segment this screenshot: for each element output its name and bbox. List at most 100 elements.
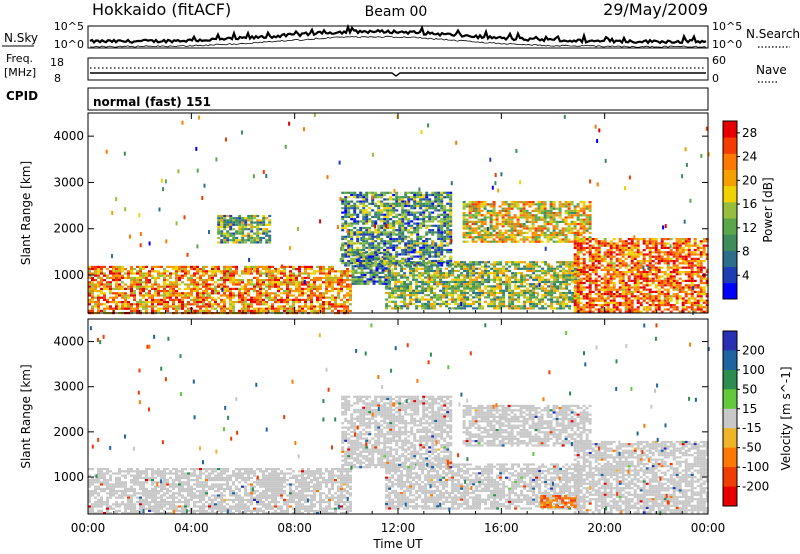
echo-cell — [612, 275, 616, 278]
echo-cell — [226, 285, 229, 288]
echo-cell — [112, 272, 115, 275]
echo-cell — [502, 300, 506, 303]
echo-cell — [552, 240, 556, 243]
echo-cell — [463, 300, 467, 303]
echo-cell — [562, 278, 566, 281]
echo-cell — [546, 212, 550, 215]
echo-cell — [359, 211, 363, 214]
echo-cell — [696, 290, 700, 293]
echo-cell — [220, 272, 223, 275]
echo-cell — [544, 272, 548, 275]
echo-cell — [657, 288, 661, 291]
echo-cell — [403, 276, 407, 279]
echo-cell — [517, 294, 521, 297]
echo-cell — [591, 299, 595, 302]
echo-cell — [350, 244, 354, 247]
echo-cell — [151, 296, 154, 299]
echo-cell — [639, 253, 643, 256]
echo-cell — [419, 202, 423, 205]
echo-cell — [627, 297, 631, 300]
echo-cell — [609, 308, 613, 311]
echo-cell — [365, 204, 369, 208]
echo-cell — [568, 265, 572, 268]
echo-cell — [454, 300, 458, 303]
echo-cell — [480, 214, 484, 217]
echo-cell — [526, 265, 530, 268]
echo-cell — [513, 203, 517, 206]
echo-cell — [651, 240, 655, 243]
echo-cell — [349, 283, 352, 286]
echo-cell — [277, 268, 280, 271]
echo-cell — [353, 213, 357, 216]
echo-cell — [172, 290, 175, 293]
echo-cell — [268, 285, 271, 288]
echo-cell — [531, 203, 535, 206]
echo-cell — [483, 236, 487, 239]
echo-cell — [344, 207, 348, 210]
echo-cell — [702, 288, 706, 291]
echo-cell — [576, 273, 580, 276]
echo-cell — [223, 276, 226, 279]
echo-cell — [511, 280, 515, 284]
echo-cell — [516, 201, 520, 204]
echo-cell — [375, 280, 379, 283]
echo-cell — [259, 309, 262, 312]
echo-cell — [250, 279, 253, 282]
echo-cell — [353, 191, 357, 194]
echo-cell — [368, 211, 372, 214]
echo-cell — [386, 235, 390, 238]
echo-cell — [534, 236, 538, 239]
echo-cell — [525, 214, 529, 217]
echo-cell — [130, 265, 133, 268]
echo-cell — [304, 309, 307, 312]
echo-cell — [325, 274, 328, 277]
echo-cell — [588, 279, 592, 282]
echo-cell — [425, 196, 429, 199]
echo-cell — [374, 202, 378, 205]
echo-cell — [603, 253, 607, 256]
echo-cell — [196, 272, 199, 275]
echo-cell — [163, 305, 166, 308]
echo-cell — [157, 309, 160, 312]
echo-cell — [142, 305, 145, 308]
echo-cell — [490, 289, 494, 292]
echo-cell — [627, 304, 631, 307]
echo-cell — [443, 196, 447, 199]
echo-cell — [419, 242, 423, 245]
echo-cell — [112, 276, 115, 279]
echo-cell — [529, 269, 533, 273]
echo-cell — [392, 209, 396, 212]
echo-cell — [341, 246, 345, 249]
echo-cell — [274, 276, 277, 279]
echo-cell — [415, 291, 419, 295]
echo-cell — [383, 220, 387, 223]
echo-cell — [681, 266, 685, 269]
echo-cell — [654, 297, 658, 300]
echo-cell — [645, 308, 649, 311]
echo-cell — [157, 294, 160, 297]
echo-cell — [556, 287, 560, 290]
echo-cell — [127, 305, 130, 308]
echo-cell — [363, 273, 367, 277]
echo-cell — [241, 296, 244, 299]
echo-cell — [175, 279, 178, 282]
echo-cell — [517, 265, 521, 268]
echo-cell — [606, 306, 610, 309]
echo-cell — [410, 198, 414, 201]
echo-cell — [372, 280, 376, 283]
echo-cell — [256, 279, 259, 282]
echo-cell — [169, 290, 172, 293]
echo-cell — [196, 283, 199, 286]
echo-cell — [356, 200, 360, 203]
echo-cell — [565, 291, 569, 295]
echo-cell — [609, 295, 613, 298]
echo-cell — [582, 293, 586, 296]
echo-cell — [368, 229, 372, 232]
echo-cell — [262, 303, 265, 306]
echo-cell — [681, 310, 685, 313]
echo-cell — [642, 273, 646, 276]
echo-cell — [337, 305, 340, 308]
echo-cell — [502, 302, 506, 306]
echo-cell — [344, 220, 348, 223]
